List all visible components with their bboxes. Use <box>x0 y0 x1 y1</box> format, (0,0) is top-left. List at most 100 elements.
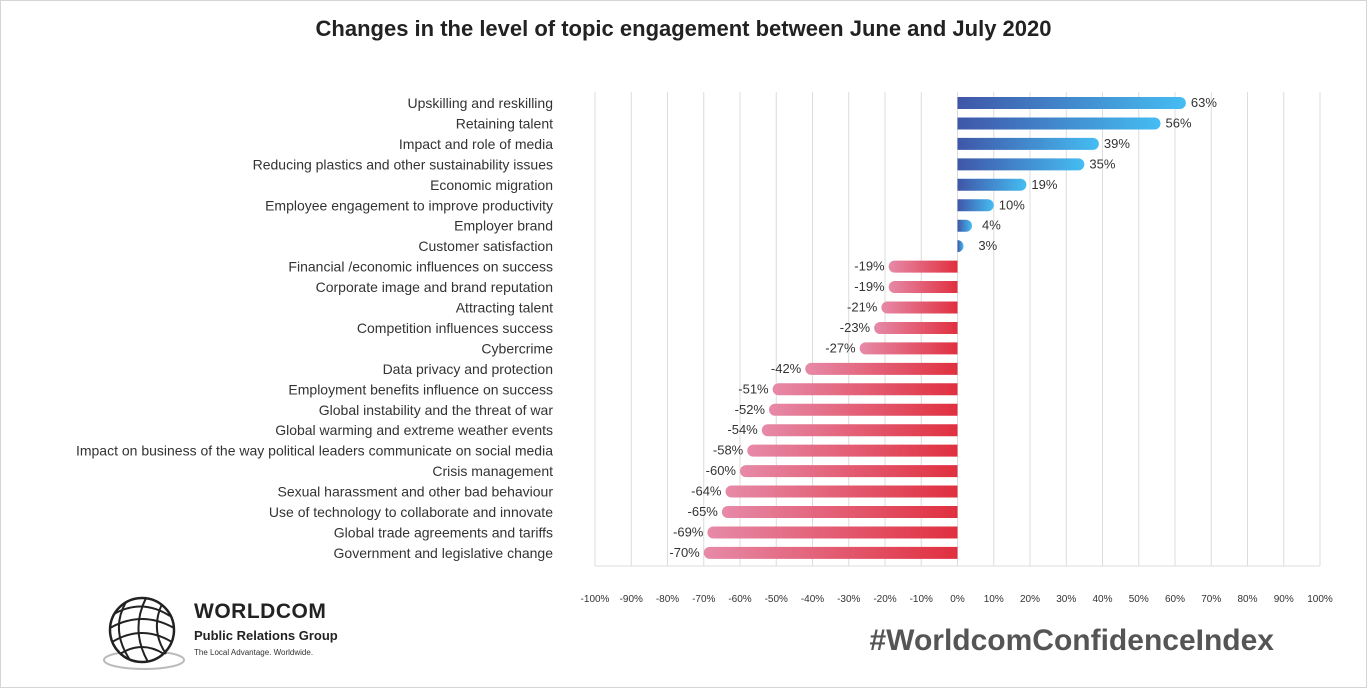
bar <box>769 403 958 416</box>
category-label: Attracting talent <box>456 300 553 316</box>
value-label: -65% <box>688 504 719 519</box>
value-label: -19% <box>854 259 885 274</box>
category-label: Competition influences success <box>357 320 553 336</box>
x-tick-label: 50% <box>1129 594 1149 605</box>
x-tick-label: 30% <box>1056 594 1076 605</box>
bar <box>721 506 958 518</box>
value-label: -52% <box>735 402 766 417</box>
chart-title: Changes in the level of topic engagement… <box>315 16 1052 41</box>
value-label: -60% <box>706 463 737 478</box>
bar <box>725 485 958 498</box>
bar <box>957 240 964 253</box>
category-label: Global warming and extreme weather event… <box>275 422 553 438</box>
value-label: 63% <box>1191 95 1217 110</box>
x-tick-label: 100% <box>1307 594 1333 605</box>
value-label: 19% <box>1031 177 1057 192</box>
logo-subtitle: Public Relations Group <box>194 628 338 643</box>
category-label: Employee engagement to improve productiv… <box>265 197 553 213</box>
category-label: Global trade agreements and tariffs <box>334 524 553 540</box>
bar <box>859 342 958 355</box>
value-label: 35% <box>1089 156 1115 171</box>
value-label: -23% <box>840 320 871 335</box>
category-label: Upskilling and reskilling <box>407 95 553 111</box>
x-tick-label: 60% <box>1165 594 1185 605</box>
value-label: -69% <box>673 524 704 539</box>
x-tick-label: 70% <box>1201 594 1221 605</box>
category-label: Impact on business of the way political … <box>76 443 553 459</box>
category-label: Corporate image and brand reputation <box>316 279 553 295</box>
x-tick-label: 20% <box>1020 594 1040 605</box>
bar <box>957 199 994 212</box>
x-tick-label: -90% <box>620 594 643 605</box>
bar <box>957 117 1161 130</box>
category-label: Global instability and the threat of war <box>319 402 554 418</box>
bar <box>761 424 958 437</box>
category-label: Data privacy and protection <box>383 361 553 377</box>
bar <box>957 219 972 232</box>
hashtag: #WorldcomConfidenceIndex <box>869 624 1274 657</box>
x-tick-label: -60% <box>728 594 751 605</box>
category-label: Cybercrime <box>481 340 553 356</box>
value-label: -27% <box>825 340 856 355</box>
bar <box>772 383 958 396</box>
value-label: 4% <box>982 218 1001 233</box>
value-label: -42% <box>771 361 802 376</box>
x-tick-label: 40% <box>1092 594 1112 605</box>
value-label: -54% <box>727 422 758 437</box>
worldcom-logo: WORLDCOM Public Relations Group The Loca… <box>100 594 360 674</box>
x-tick-label: -10% <box>910 594 933 605</box>
category-label: Impact and role of media <box>399 136 553 152</box>
bar <box>957 178 1027 191</box>
globe-icon <box>103 596 185 670</box>
category-label: Use of technology to collaborate and inn… <box>269 504 553 520</box>
category-label: Economic migration <box>430 177 553 193</box>
bar <box>957 137 1099 150</box>
x-tick-label: -20% <box>873 594 896 605</box>
category-label: Sexual harassment and other bad behaviou… <box>277 484 553 500</box>
x-axis-ticks: -100% -90% -80% -70% -60% -50% -40% -30% -20% -10… <box>581 594 1333 605</box>
logo-tagline: The Local Advantage. Worldwide. <box>194 648 314 657</box>
category-label: Employer brand <box>454 218 553 234</box>
x-tick-label: 0% <box>950 594 965 605</box>
value-label: 3% <box>978 238 997 253</box>
category-label: Customer satisfaction <box>418 238 553 254</box>
labels: Upskilling and reskilling 63% Retaining ta… <box>76 95 1217 561</box>
x-tick-label: 10% <box>984 594 1004 605</box>
x-tick-label: -80% <box>656 594 679 605</box>
bar <box>888 281 958 294</box>
x-tick-label: 80% <box>1237 594 1257 605</box>
x-tick-label: 90% <box>1274 594 1294 605</box>
value-label: -19% <box>854 279 885 294</box>
value-label: 39% <box>1104 136 1130 151</box>
bar <box>747 444 958 457</box>
category-label: Retaining talent <box>456 115 553 131</box>
value-label: -64% <box>691 484 722 499</box>
category-label: Government and legislative change <box>334 545 554 561</box>
value-label: 56% <box>1166 115 1192 130</box>
x-tick-label: -70% <box>692 594 715 605</box>
category-label: Reducing plastics and other sustainabili… <box>253 156 553 172</box>
bars <box>703 97 1186 559</box>
bar <box>957 97 1186 109</box>
bar <box>703 546 958 559</box>
category-label: Crisis management <box>432 463 553 479</box>
bar <box>888 260 958 273</box>
value-label: -58% <box>713 443 744 458</box>
category-label: Financial /economic influences on succes… <box>288 259 553 275</box>
value-label: -51% <box>738 381 769 396</box>
x-tick-label: -30% <box>837 594 860 605</box>
x-tick-label: -100% <box>581 594 610 605</box>
value-label: 10% <box>999 197 1025 212</box>
bar <box>805 362 958 375</box>
x-tick-label: -40% <box>801 594 824 605</box>
bar <box>874 321 958 334</box>
bar <box>707 526 958 539</box>
value-label: -21% <box>847 300 878 315</box>
logo-name: WORLDCOM <box>194 600 327 623</box>
bar <box>740 465 958 478</box>
x-tick-label: -50% <box>765 594 788 605</box>
bar <box>881 301 958 314</box>
category-label: Employment benefits influence on success <box>288 381 553 397</box>
value-label: -70% <box>669 545 700 560</box>
